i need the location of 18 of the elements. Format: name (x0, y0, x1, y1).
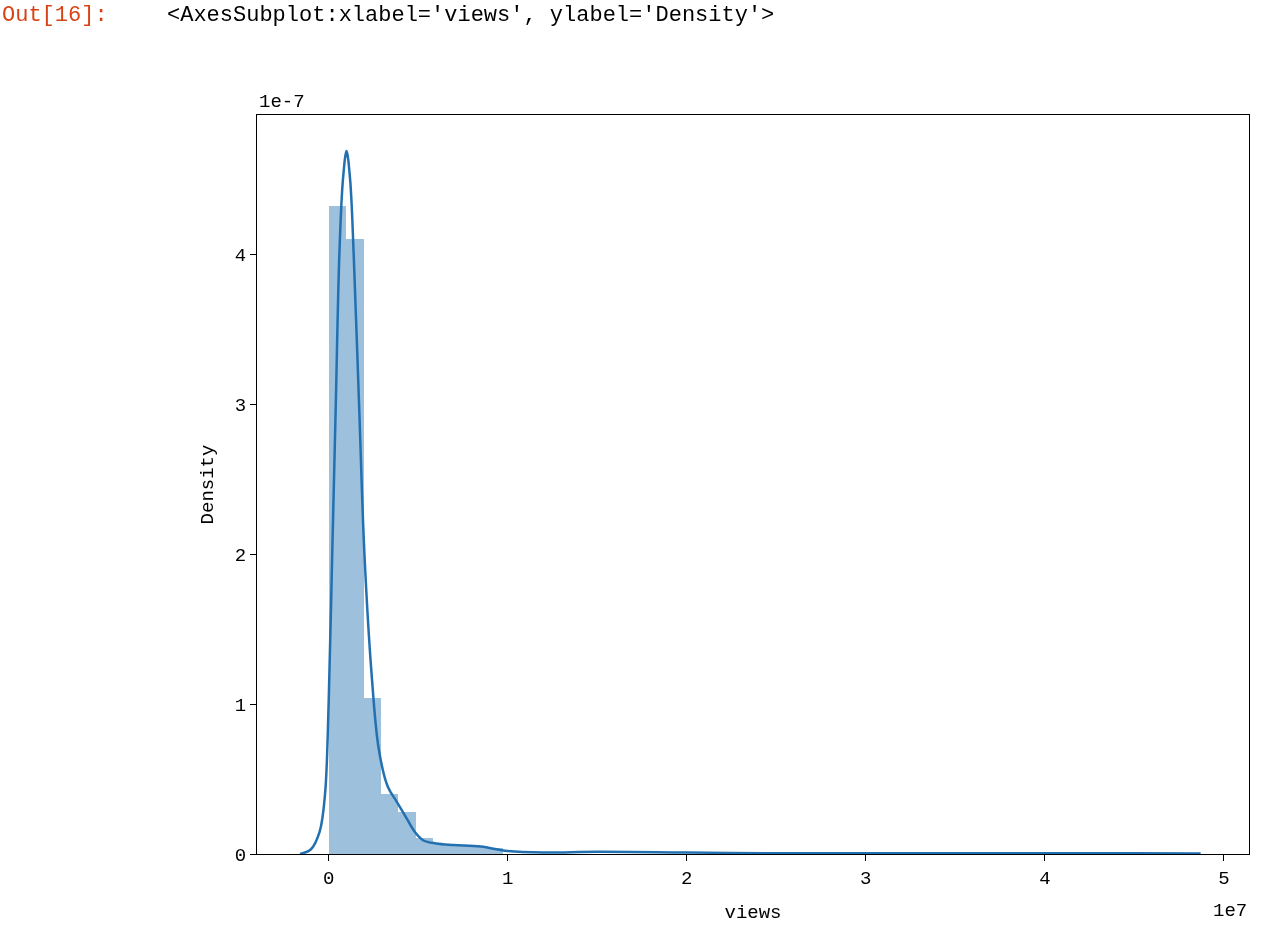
line-series (298, 149, 1202, 854)
y-tick-label: 3 (234, 394, 247, 417)
x-tick-label: 2 (681, 867, 693, 890)
y-tick-label: 0 (234, 844, 247, 867)
x-tick-label: 3 (860, 867, 872, 890)
text: <AxesSubplot:xlabel='views', ylabel='Density'> (167, 3, 775, 28)
text: 1e7 (1213, 900, 1248, 922)
text: Out[16]: (2, 3, 108, 28)
y-axis-title: Density (197, 444, 220, 525)
x-tick-label: 1 (501, 867, 514, 890)
y-tick-label: 1 (234, 694, 247, 717)
x-axis-title: views (724, 901, 782, 924)
y-tick-label: 2 (234, 544, 247, 567)
text: 1e-7 (259, 91, 305, 113)
x-tick-label: 5 (1218, 867, 1230, 890)
x-tick-label: 4 (1039, 867, 1051, 890)
x-tick-label: 0 (322, 867, 335, 890)
y-tick-label: 4 (234, 245, 247, 268)
